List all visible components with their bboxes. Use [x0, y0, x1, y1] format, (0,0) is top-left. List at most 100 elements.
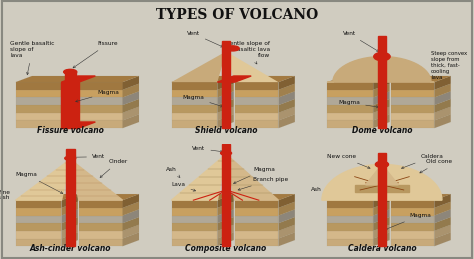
Polygon shape [391, 105, 434, 113]
Text: Vent: Vent [192, 146, 223, 153]
Polygon shape [62, 209, 78, 223]
Text: Ash: Ash [166, 167, 180, 177]
Ellipse shape [374, 53, 390, 61]
Text: Vent: Vent [343, 31, 379, 52]
Polygon shape [373, 232, 390, 246]
Polygon shape [16, 223, 62, 231]
Polygon shape [172, 97, 218, 105]
Polygon shape [79, 194, 139, 200]
Bar [222, 144, 230, 246]
Polygon shape [391, 82, 434, 90]
Text: Caldera: Caldera [401, 154, 443, 169]
Text: Magma: Magma [16, 172, 63, 193]
Polygon shape [279, 107, 295, 120]
Polygon shape [79, 215, 123, 223]
Polygon shape [79, 105, 123, 113]
Polygon shape [218, 84, 234, 97]
Polygon shape [172, 154, 226, 200]
Bar [66, 149, 74, 246]
Polygon shape [235, 223, 279, 231]
Polygon shape [328, 113, 373, 120]
Polygon shape [434, 232, 451, 246]
Polygon shape [434, 107, 451, 120]
Polygon shape [373, 84, 390, 97]
Polygon shape [328, 194, 390, 200]
Polygon shape [328, 97, 373, 105]
Bar [378, 36, 386, 128]
Polygon shape [172, 208, 218, 215]
Polygon shape [328, 215, 373, 223]
Text: Ash: Ash [311, 188, 322, 192]
Polygon shape [279, 91, 295, 105]
Polygon shape [279, 209, 295, 223]
Polygon shape [218, 217, 234, 231]
Polygon shape [172, 194, 234, 200]
Polygon shape [373, 107, 390, 120]
Ellipse shape [226, 46, 239, 51]
Polygon shape [391, 200, 434, 208]
Polygon shape [123, 232, 139, 246]
Polygon shape [235, 208, 279, 215]
Ellipse shape [375, 161, 389, 168]
Polygon shape [172, 239, 218, 246]
Polygon shape [328, 120, 373, 128]
Ellipse shape [64, 69, 77, 74]
Text: Old cone: Old cone [420, 159, 452, 173]
Polygon shape [373, 202, 390, 215]
Polygon shape [16, 113, 62, 120]
Polygon shape [279, 99, 295, 113]
Polygon shape [172, 90, 218, 97]
Text: Cinder: Cinder [100, 159, 128, 177]
Polygon shape [235, 120, 279, 128]
Polygon shape [391, 208, 434, 215]
Polygon shape [16, 159, 70, 200]
Polygon shape [79, 200, 123, 208]
Polygon shape [328, 231, 373, 239]
Text: Fine
ash: Fine ash [0, 190, 10, 200]
Polygon shape [79, 223, 123, 231]
Polygon shape [391, 113, 434, 120]
Text: Ash-cinder volcano: Ash-cinder volcano [29, 244, 111, 253]
Polygon shape [235, 82, 279, 90]
Polygon shape [218, 99, 234, 113]
Polygon shape [16, 90, 62, 97]
Text: Magma: Magma [76, 90, 119, 102]
Polygon shape [391, 215, 434, 223]
Polygon shape [328, 223, 373, 231]
Polygon shape [172, 52, 226, 82]
Polygon shape [172, 215, 218, 223]
Polygon shape [434, 217, 451, 231]
Polygon shape [70, 159, 123, 200]
Polygon shape [218, 209, 234, 223]
Polygon shape [279, 84, 295, 97]
Polygon shape [434, 209, 451, 223]
Polygon shape [373, 114, 390, 128]
Text: Steep convex
slope from
thick, fast-
cooling
lava: Steep convex slope from thick, fast- coo… [431, 52, 467, 80]
Polygon shape [172, 113, 218, 120]
Polygon shape [62, 122, 95, 128]
Polygon shape [391, 97, 434, 105]
Polygon shape [373, 99, 390, 113]
Polygon shape [172, 200, 218, 208]
Polygon shape [123, 194, 139, 208]
Text: New cone: New cone [328, 154, 370, 168]
Ellipse shape [65, 156, 76, 160]
Polygon shape [16, 82, 62, 90]
Polygon shape [235, 113, 279, 120]
Polygon shape [391, 239, 434, 246]
Polygon shape [328, 90, 373, 97]
Polygon shape [373, 91, 390, 105]
Polygon shape [279, 232, 295, 246]
Polygon shape [16, 120, 62, 128]
Polygon shape [123, 217, 139, 231]
Polygon shape [16, 97, 62, 105]
Polygon shape [434, 91, 451, 105]
Polygon shape [79, 97, 123, 105]
Polygon shape [218, 91, 234, 105]
Bar [65, 72, 76, 82]
Polygon shape [279, 217, 295, 231]
Text: Lava: Lava [172, 182, 196, 191]
Polygon shape [279, 76, 295, 90]
Polygon shape [218, 107, 234, 120]
Text: Fissure volcano: Fissure volcano [37, 126, 104, 135]
